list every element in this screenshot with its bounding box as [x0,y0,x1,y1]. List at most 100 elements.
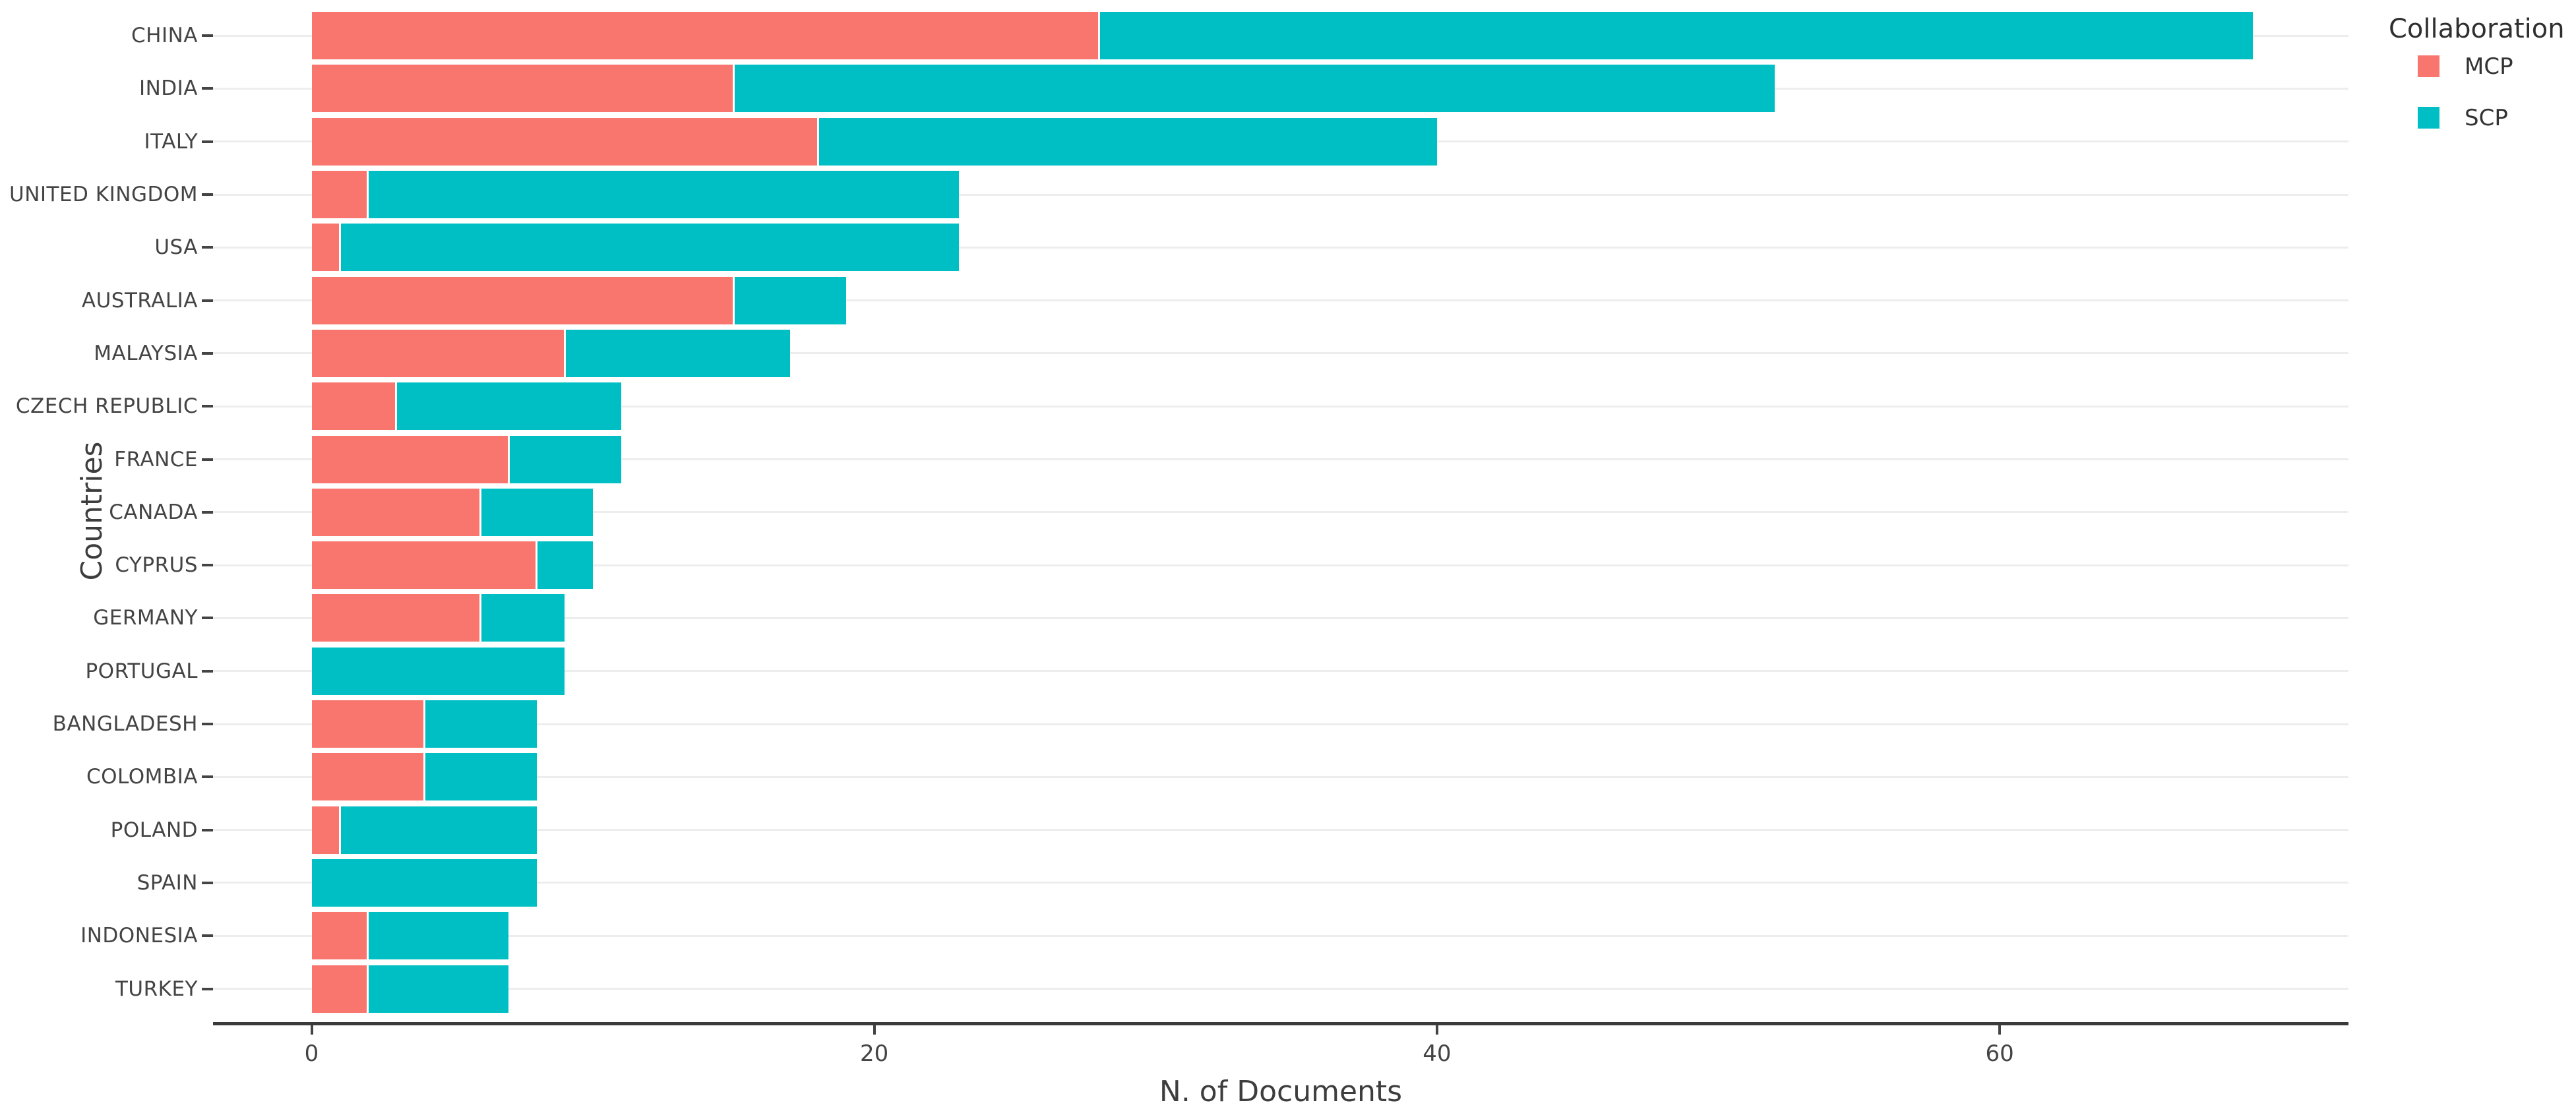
category-label: SPAIN [137,870,198,895]
bar-segment-mcp[interactable] [311,329,565,377]
bar-segment-mcp[interactable] [311,117,818,166]
segment-divider [816,117,819,166]
bar-segment-mcp[interactable] [311,65,734,113]
bar-segment-scp[interactable] [367,965,509,1013]
gridline [213,246,2348,249]
gridline [213,352,2348,355]
y-tick [202,458,213,461]
bar-segment-mcp[interactable] [311,12,1099,60]
bar-segment-mcp[interactable] [311,965,368,1013]
bar-segment-scp[interactable] [1099,12,2254,60]
scp-swatch-icon [2418,107,2439,129]
gridline [213,299,2348,302]
category-label: POLAND [110,818,198,842]
bar-segment-scp[interactable] [818,117,1437,166]
y-tick [202,934,213,938]
x-axis-title: N. of Documents [1159,1075,1403,1108]
x-tick [1998,1025,2002,1035]
bar-segment-scp[interactable] [536,541,594,589]
bar-segment-scp[interactable] [480,488,594,536]
bar-segment-scp[interactable] [565,329,790,377]
category-label: COLOMBIA [86,765,198,789]
segment-divider [338,224,341,272]
segment-divider [479,594,481,642]
gridline [213,988,2348,990]
bar-segment-mcp[interactable] [311,276,734,324]
bar-segment-scp[interactable] [508,435,621,483]
segment-divider [1098,12,1101,60]
y-tick [202,87,213,90]
category-label: INDONESIA [80,924,198,948]
gridline [213,193,2348,196]
y-tick [202,193,213,196]
bar-segment-mcp[interactable] [311,753,425,801]
bar-segment-scp[interactable] [340,806,537,854]
y-tick [202,723,213,726]
category-label: PORTUGAL [85,659,198,683]
legend-label-scp: SCP [2465,104,2508,131]
category-label: INDIA [138,76,198,101]
bar-segment-mcp[interactable] [311,594,481,642]
x-tick-label: 0 [304,1041,319,1067]
legend-item-scp[interactable]: SCP [2418,107,2508,129]
y-tick [202,510,213,514]
segment-divider [423,753,425,801]
y-tick [202,564,213,567]
bar-segment-mcp[interactable] [311,171,368,219]
bar-segment-mcp[interactable] [311,224,340,272]
category-label: AUSTRALIA [81,288,198,313]
bar-segment-mcp[interactable] [311,488,481,536]
y-tick [202,828,213,831]
segment-divider [367,171,369,219]
bar-segment-mcp[interactable] [311,541,537,589]
bar-segment-mcp[interactable] [311,806,340,854]
bar-segment-scp[interactable] [311,647,565,695]
gridline [213,775,2348,778]
x-tick [873,1025,876,1035]
segment-divider [536,541,538,589]
bar-segment-scp[interactable] [424,700,537,748]
gridline [213,511,2348,514]
x-tick-label: 60 [1985,1041,2014,1067]
bar-segment-scp[interactable] [733,276,847,324]
bar-segment-scp[interactable] [367,912,509,960]
category-label: CHINA [131,24,198,48]
gridline [213,829,2348,831]
bar-segment-mcp[interactable] [311,382,396,431]
category-label: BANGLADESH [52,712,198,737]
bar-segment-mcp[interactable] [311,912,368,960]
category-label: CANADA [109,500,198,524]
bar-segment-scp[interactable] [480,594,565,642]
category-label: MALAYSIA [94,341,198,365]
y-tick [202,140,213,143]
bar-segment-mcp[interactable] [311,435,509,483]
y-tick [202,405,213,408]
segment-divider [394,382,397,431]
segment-divider [732,276,735,324]
bar-segment-scp[interactable] [367,171,959,219]
bar-segment-scp[interactable] [340,224,959,272]
legend-title: Collaboration [2389,14,2565,44]
bar-segment-scp[interactable] [424,753,537,801]
gridline [213,405,2348,408]
gridline [213,458,2348,461]
segment-divider [563,329,566,377]
segment-divider [507,435,510,483]
segment-divider [367,965,369,1013]
mcp-swatch-icon [2418,55,2439,77]
gridline [213,723,2348,725]
gridline [213,670,2348,673]
y-tick [202,881,213,884]
gridline [213,564,2348,566]
segment-divider [423,700,425,748]
y-tick [202,617,213,620]
bar-segment-scp[interactable] [396,382,621,431]
bar-segment-scp[interactable] [733,65,1775,113]
gridline [213,882,2348,884]
y-tick [202,299,213,302]
bar-segment-mcp[interactable] [311,700,425,748]
bar-segment-scp[interactable] [311,859,537,907]
legend-item-mcp[interactable]: MCP [2418,53,2513,80]
legend-label-mcp: MCP [2465,53,2513,80]
